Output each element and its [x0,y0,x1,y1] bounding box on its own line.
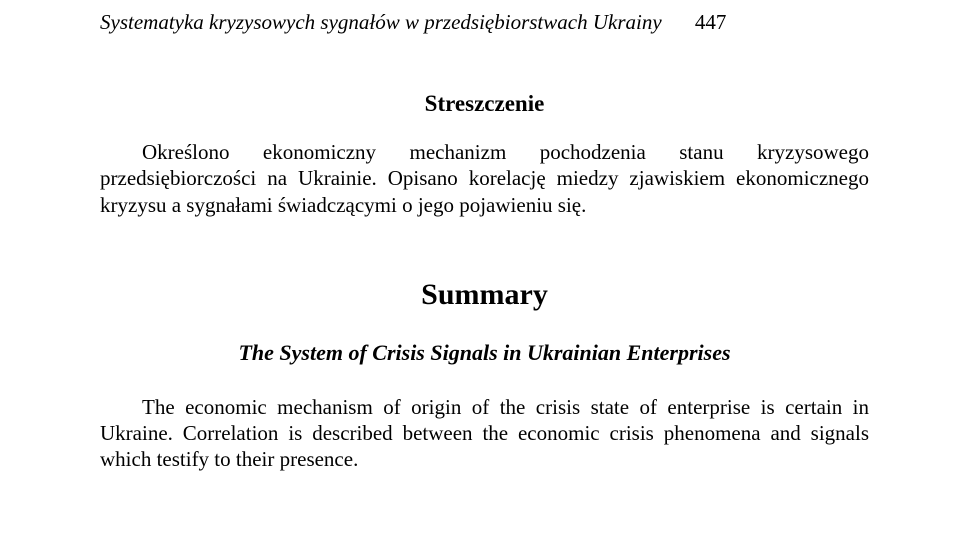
summary-heading: Summary [100,278,869,312]
page-number: 447 [695,10,727,34]
running-header-title: Systematyka kryzysowych sygnałów w przed… [100,10,662,34]
summary-body: The economic mechanism of origin of the … [100,394,869,473]
running-header: Systematyka kryzysowych sygnałów w przed… [100,10,869,35]
summary-subheading: The System of Crisis Signals in Ukrainia… [100,340,869,366]
document-page: Systematyka kryzysowych sygnałów w przed… [0,0,959,551]
streszczenie-heading: Streszczenie [100,91,869,117]
streszczenie-body: Określono ekonomiczny mechanizm pochodze… [100,139,869,218]
